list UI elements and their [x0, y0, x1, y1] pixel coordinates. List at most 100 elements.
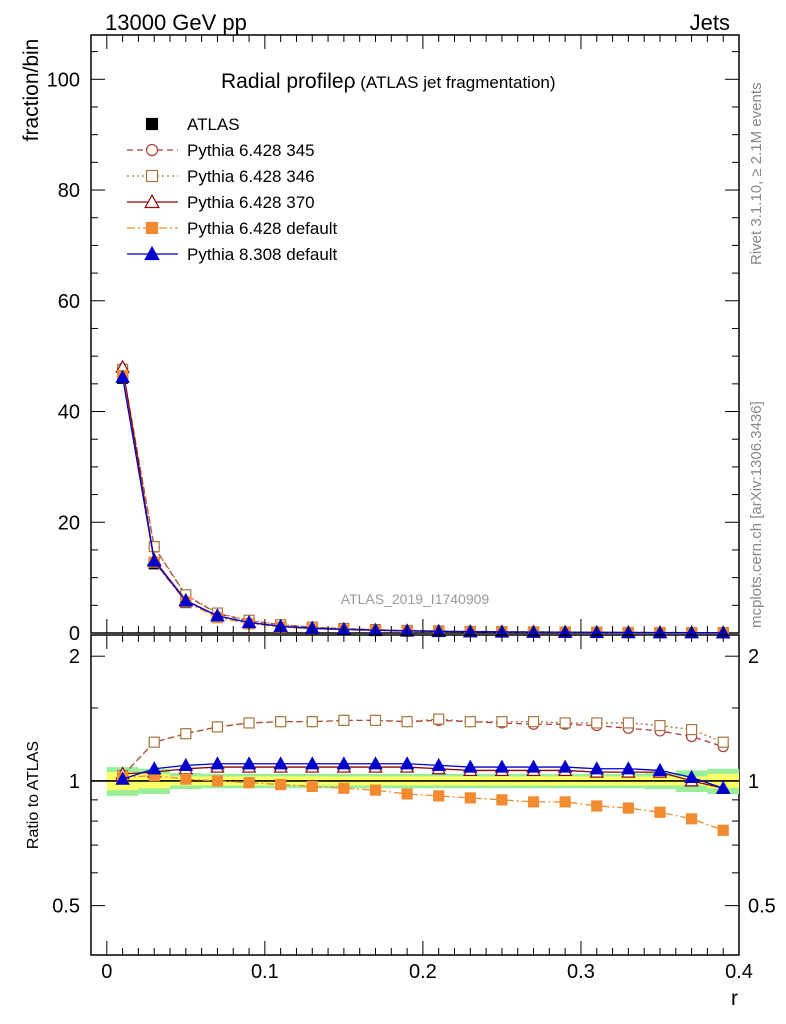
legend-label-pythia-6-428-345: Pythia 6.428 345 — [187, 141, 315, 160]
legend-label-pythia-6-428-346: Pythia 6.428 346 — [187, 167, 315, 186]
ratio-point-pythia-6-428-default — [496, 794, 508, 806]
analysis-watermark: ATLAS_2019_I1740909 — [341, 591, 490, 607]
legend-label-pythia-8-308-default: Pythia 8.308 default — [187, 245, 338, 264]
ratio-point-pythia-8-308-default — [557, 759, 573, 773]
x-tick-label: 0 — [101, 961, 112, 983]
main-y-axis-label: fraction/bin — [20, 39, 43, 142]
main-y-tick-label: 80 — [58, 180, 80, 202]
ratio-y-tick-label: 2 — [69, 646, 80, 668]
ratio-point-pythia-8-308-default — [146, 761, 162, 775]
ratio-point-pythia-6-428-default — [591, 800, 603, 812]
ratio-point-pythia-8-308-default — [178, 757, 194, 772]
ratio-point-pythia-6-428-346 — [211, 721, 224, 733]
ratio-point-pythia-6-428-default — [685, 813, 698, 825]
title-sub: (ATLAS jet fragmentation) — [356, 73, 556, 92]
ratio-point-pythia-8-308-default — [115, 771, 130, 785]
ratio-point-pythia-6-428-default — [622, 802, 634, 814]
x-ticks: 0 0.1 0.2 0.3 0.4 — [101, 35, 753, 983]
point-pythia-8-308-default — [146, 553, 162, 567]
ratio-point-pythia-6-428-default — [433, 790, 445, 802]
ratio-y-tick-label: 0.5 — [52, 896, 80, 918]
ratio-panel: 0.5 0.51 12 2 0 0.1 0.2 0.3 0.4 Ratio to ATLAS … — [25, 35, 776, 1010]
ratio-point-pythia-8-308-default — [431, 757, 446, 772]
ratio-point-pythia-6-428-default — [275, 778, 287, 791]
x-tick-label: 0.2 — [409, 961, 437, 983]
ratio-point-pythia-6-428-default — [211, 775, 224, 787]
ratio-point-pythia-8-308-default — [273, 756, 288, 770]
main-y-ticks: 0 20 40 60 80 100 — [47, 51, 739, 645]
x-tick-label: 0.4 — [725, 961, 753, 983]
ratio-point-pythia-8-308-default — [304, 756, 320, 770]
ratio-point-pythia-6-428-346 — [369, 714, 382, 726]
title-rho: ρ — [344, 70, 356, 93]
legend-marker-pythia-6-428-370 — [144, 193, 160, 209]
header-process: Jets — [690, 10, 730, 35]
ratio-point-pythia-6-428-default — [401, 788, 413, 800]
ratio-point-pythia-6-428-default — [369, 784, 382, 796]
ratio-point-pythia-6-428-346 — [527, 716, 540, 728]
ratio-point-pythia-6-428-346 — [464, 716, 476, 728]
ratio-point-pythia-6-428-346 — [243, 717, 255, 729]
x-axis-label: r — [731, 987, 738, 1010]
legend-marker-pythia-8-308-default — [144, 245, 160, 261]
ratio-point-pythia-8-308-default — [494, 759, 510, 773]
legend-label-pythia-6-428-370: Pythia 6.428 370 — [187, 193, 315, 212]
main-y-tick-label: 100 — [47, 69, 80, 91]
ratio-series-group — [115, 713, 731, 836]
point-pythia-6-428-346 — [148, 541, 160, 553]
ratio-y-axis-label: Ratio to ATLAS — [25, 741, 42, 849]
mcplots-label: mcplots.cern.ch [arXiv:1306.3436] — [748, 401, 765, 628]
ratio-point-pythia-6-428-default — [306, 780, 318, 792]
main-frame — [90, 34, 740, 634]
main-y-tick-label: 60 — [58, 291, 80, 313]
point-pythia-8-308-default — [210, 608, 225, 622]
ratio-point-pythia-6-428-default — [338, 782, 350, 794]
ratio-point-pythia-6-428-default — [654, 806, 666, 818]
ratio-point-pythia-6-428-346 — [306, 716, 318, 728]
legend-marker-pythia-6-428-default — [145, 221, 159, 235]
ratio-point-pythia-6-428-default — [464, 792, 476, 804]
ratio-point-pythia-6-428-346 — [717, 736, 729, 748]
ratio-point-pythia-6-428-346 — [591, 717, 603, 729]
ratio-point-pythia-6-428-346 — [275, 716, 287, 728]
ratio-point-pythia-8-308-default — [399, 756, 415, 770]
ratio-point-pythia-8-308-default — [652, 762, 668, 777]
ratio-point-pythia-6-428-346 — [496, 716, 508, 728]
ratio-point-pythia-8-308-default — [589, 761, 605, 775]
ratio-point-pythia-6-428-346 — [338, 714, 350, 726]
ratio-point-pythia-6-428-346 — [622, 717, 634, 729]
legend-label-atlas: ATLAS — [187, 115, 240, 134]
ratio-point-pythia-8-308-default — [526, 759, 541, 773]
ratio-y-tick-label-right: 2 — [748, 646, 759, 668]
ratio-y-tick-label: 1 — [69, 771, 80, 793]
chart-title: Radial profileρ (ATLAS jet fragmentation… — [221, 70, 556, 93]
main-panel: 0 20 40 60 80 100 Radial profileρ (ATLAS jet … — [20, 34, 740, 645]
ratio-point-pythia-8-308-default — [621, 761, 636, 775]
ratio-point-pythia-8-308-default — [715, 780, 731, 794]
ratio-y-ticks: 0.5 0.5 1 1 2 2 — [52, 646, 776, 917]
ratio-point-pythia-6-428-346 — [180, 728, 192, 740]
legend-marker-atlas — [145, 117, 159, 131]
header-energy: 13000 GeV pp — [105, 10, 247, 35]
legend: ATLAS Pythia 6.428 345 Pythia 6.428 346 Pyt… — [127, 115, 338, 264]
title-main: Radial profile — [221, 70, 344, 93]
point-pythia-8-308-default — [115, 369, 130, 383]
ratio-point-pythia-8-308-default — [336, 756, 352, 770]
ratio-point-pythia-6-428-346 — [401, 716, 413, 728]
ratio-point-pythia-8-308-default — [241, 756, 257, 770]
ratio-point-pythia-6-428-default — [527, 796, 540, 808]
ratio-point-pythia-8-308-default — [210, 756, 225, 770]
ratio-point-pythia-6-428-346 — [685, 723, 698, 736]
ratio-point-pythia-8-308-default — [684, 769, 699, 783]
ratio-point-pythia-6-428-346 — [559, 717, 571, 729]
ratio-point-pythia-6-428-default — [180, 773, 192, 785]
ratio-point-pythia-6-428-default — [243, 777, 255, 789]
ratio-point-pythia-6-428-346 — [433, 713, 445, 725]
ratio-point-pythia-6-428-default — [717, 824, 729, 836]
ratio-point-pythia-6-428-346 — [654, 719, 666, 732]
legend-label-pythia-6-428-default: Pythia 6.428 default — [187, 219, 338, 238]
ratio-y-tick-label-right: 0.5 — [748, 896, 776, 918]
ratio-point-pythia-8-308-default — [368, 756, 383, 770]
legend-marker-pythia-6-428-346 — [145, 169, 159, 183]
